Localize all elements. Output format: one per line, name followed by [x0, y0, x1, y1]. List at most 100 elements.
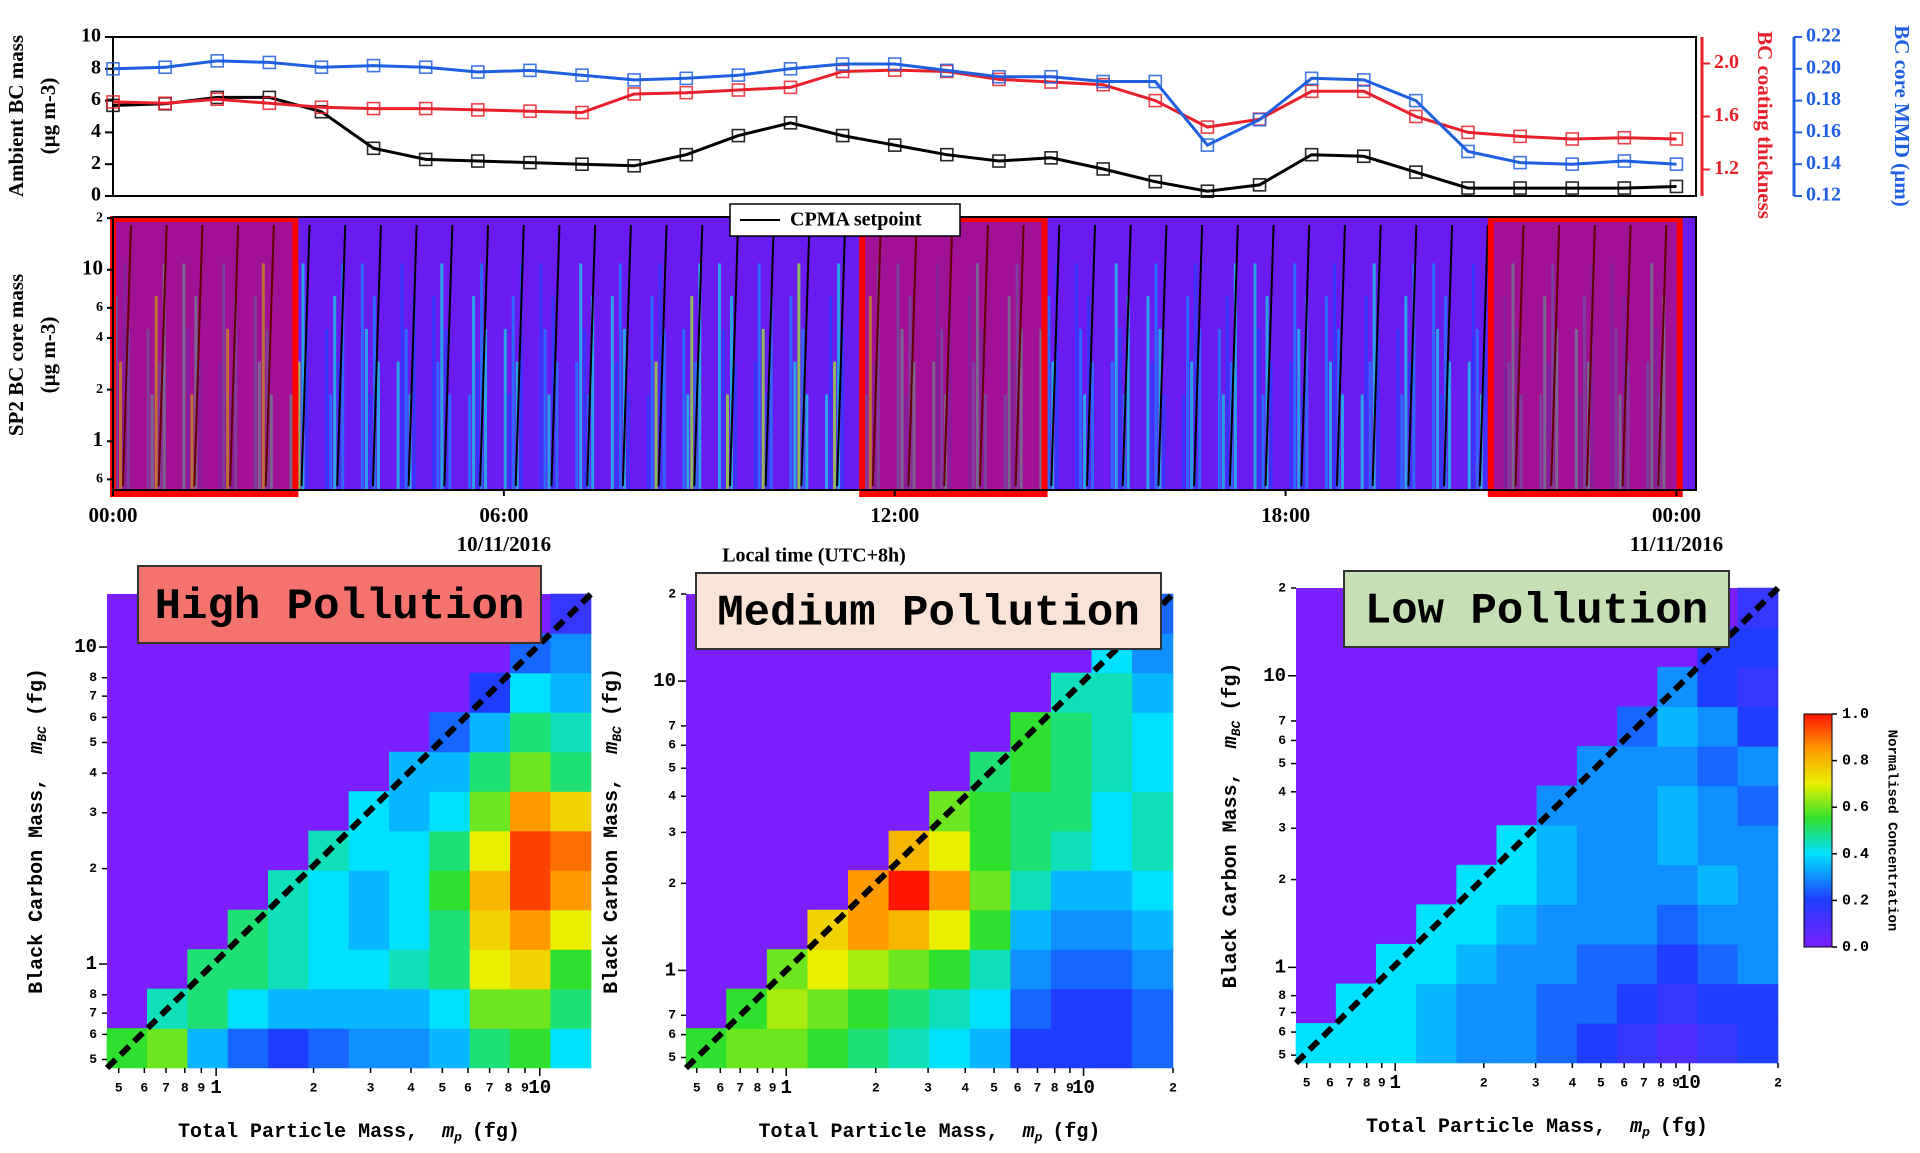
x-axis-title: Local time (UTC+8h) [722, 545, 906, 567]
heatmap-cell [1336, 1023, 1376, 1063]
y-axis-title: (µg m-3) [36, 317, 60, 394]
heatmap-cell [430, 871, 470, 911]
heatmap-cell [1051, 831, 1092, 871]
y-tick-label: 6 [96, 472, 103, 487]
heatmap-cell [470, 1029, 510, 1069]
heatmap-cell [510, 1029, 550, 1069]
x-tick-label: 8 [754, 1080, 762, 1095]
heatmap-cell [430, 950, 470, 990]
axis-title-text: Total Particle Mass, [178, 1121, 418, 1144]
heatmap-cell [970, 1029, 1011, 1069]
heatmap-cell [268, 910, 308, 950]
heatmap-cell [309, 989, 349, 1029]
y-tick-label: 8 [1278, 988, 1286, 1003]
spectrogram-streak [627, 394, 630, 490]
spectrogram-streak [476, 362, 479, 490]
x-tick-label: 8 [504, 1080, 512, 1095]
heatmap-cell [1376, 1023, 1416, 1063]
spectrogram-streak [1162, 394, 1165, 490]
axis-title-subscript: p [453, 1130, 462, 1145]
axis-title-text: Black Carbon Mass, [26, 778, 49, 994]
heatmap-cell [1051, 752, 1092, 792]
spectrogram-streak [1404, 296, 1407, 490]
heatmap-cell [1132, 950, 1173, 990]
heatmap-cell [1617, 786, 1657, 826]
heatmap-cell [889, 950, 930, 990]
heatmap-cell [1011, 989, 1052, 1029]
spectrogram-streak [365, 329, 368, 490]
heatmap-cell [930, 871, 971, 911]
spectrogram-streak [762, 329, 765, 490]
heatmap-cell [1537, 826, 1577, 866]
spectrogram-streak [789, 296, 792, 490]
x-tick-label: 10 [1072, 1077, 1095, 1099]
x-tick-label: 7 [1640, 1075, 1648, 1090]
y-tick-label: 0.20 [1806, 56, 1841, 78]
y-tick-label: 7 [668, 1008, 676, 1023]
y-tick-label: 3 [1278, 821, 1286, 836]
spectrogram-streak [690, 296, 693, 490]
heatmap-cell [767, 989, 808, 1029]
spectrogram-streak [611, 296, 614, 490]
y-tick-label: 6 [89, 710, 97, 725]
spectrogram-streak [1365, 296, 1368, 490]
heatmap-cell [1698, 905, 1738, 945]
heatmap-cell [1051, 989, 1092, 1029]
heatmap-cell [510, 871, 550, 911]
heatmap-cell [1617, 905, 1657, 945]
spectrogram-streak [726, 394, 729, 490]
heatmap-cell [1698, 707, 1738, 747]
spectrogram-streak [1258, 329, 1261, 490]
heatmap-cell [510, 910, 550, 950]
spectrogram-streak [1341, 394, 1344, 490]
y-axis-title: Black Carbon Mass,mBC(fg) [26, 668, 50, 994]
spectrogram-streak [1079, 329, 1082, 490]
heatmap-cell [1132, 713, 1173, 753]
y-tick-label: 10 [653, 670, 676, 692]
y-tick-label: 7 [668, 718, 676, 733]
spectrogram-streak [793, 362, 796, 490]
y-tick-label: 2 [91, 152, 101, 174]
x-tick-label: 5 [1597, 1075, 1605, 1090]
heatmap-cell [309, 871, 349, 911]
heatmap-cell [1457, 984, 1497, 1024]
heatmap-cell [510, 989, 550, 1029]
spectrogram-streak [436, 362, 439, 490]
y-tick-label: 1 [1275, 956, 1286, 978]
colorbar-tick-label: 0.4 [1842, 846, 1869, 863]
highlight-box [113, 219, 295, 494]
spectrogram-streak [619, 263, 622, 490]
heatmap-cell [1417, 984, 1457, 1024]
heatmap-cell [551, 831, 591, 871]
heatmap-cell [1698, 786, 1738, 826]
heatmap-cell [970, 831, 1011, 871]
heatmap-cell [808, 950, 849, 990]
heatmap-cell [309, 950, 349, 990]
heatmap-cell [1497, 1023, 1537, 1063]
y-tick-label: 0.12 [1806, 184, 1841, 206]
spectrogram-streak [1361, 394, 1364, 490]
heatmap-cell [1658, 944, 1698, 984]
heatmap-cell [228, 950, 268, 990]
spectrogram-streak [1182, 394, 1185, 490]
heatmap-cell [1738, 628, 1778, 668]
spectrogram-streak [1468, 362, 1471, 490]
y-tick-label: 0.22 [1806, 25, 1841, 47]
x-tick-label: 8 [1657, 1075, 1665, 1090]
heatmap-cell [430, 831, 470, 871]
heatmap-cell [1092, 950, 1133, 990]
spectrogram-streak [361, 263, 364, 490]
heatmap-cell [1577, 865, 1617, 905]
spectrogram-streak [547, 394, 550, 490]
heatmap-cell [1051, 792, 1092, 832]
heatmap-cell [1738, 1023, 1778, 1063]
heatmap-cell [970, 871, 1011, 911]
heatmap-cell [268, 1029, 308, 1069]
heatmap-cell [1011, 910, 1052, 950]
heatmap-cell [1738, 826, 1778, 866]
spectrogram-streak [1262, 394, 1265, 490]
heatmap-cell [1537, 1023, 1577, 1063]
heatmap-cell [430, 752, 470, 792]
axis-title-symbol: m [1220, 736, 1243, 749]
y-tick-label: 2 [96, 382, 103, 397]
